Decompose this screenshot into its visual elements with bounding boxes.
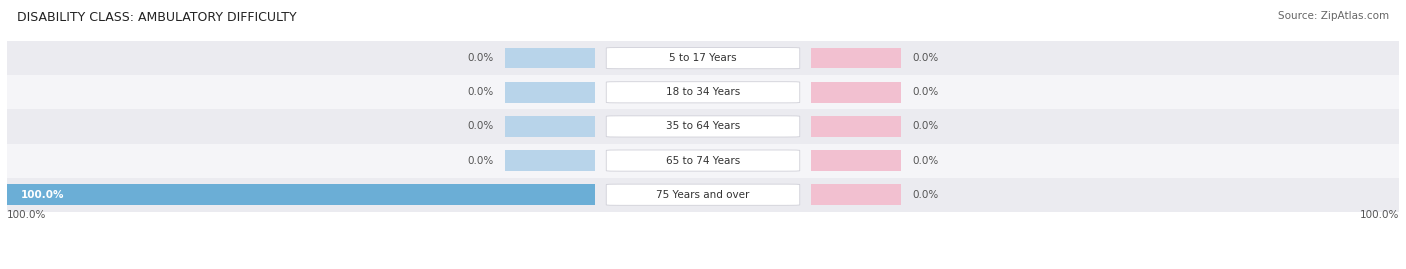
FancyBboxPatch shape [606,82,800,103]
FancyBboxPatch shape [606,48,800,69]
Text: 0.0%: 0.0% [467,87,494,97]
Bar [505,150,595,171]
Bar [811,48,901,68]
Text: 75 Years and over: 75 Years and over [657,190,749,200]
Text: 100.0%: 100.0% [21,190,65,200]
Bar [7,109,1399,143]
Bar [7,143,1399,178]
Bar [505,116,595,137]
Text: 35 to 64 Years: 35 to 64 Years [666,121,740,132]
FancyBboxPatch shape [606,116,800,137]
Text: 100.0%: 100.0% [7,210,46,220]
Bar [811,150,901,171]
Bar [7,185,595,205]
Bar [811,116,901,137]
Text: 0.0%: 0.0% [467,121,494,132]
FancyBboxPatch shape [606,184,800,205]
Text: 0.0%: 0.0% [912,121,939,132]
Text: 18 to 34 Years: 18 to 34 Years [666,87,740,97]
Text: 0.0%: 0.0% [467,155,494,166]
Text: 5 to 17 Years: 5 to 17 Years [669,53,737,63]
Text: 65 to 74 Years: 65 to 74 Years [666,155,740,166]
Text: 100.0%: 100.0% [1360,210,1399,220]
Bar [7,75,1399,109]
Text: Source: ZipAtlas.com: Source: ZipAtlas.com [1278,11,1389,21]
FancyBboxPatch shape [606,150,800,171]
Bar [811,185,901,205]
Bar [7,178,1399,212]
Text: DISABILITY CLASS: AMBULATORY DIFFICULTY: DISABILITY CLASS: AMBULATORY DIFFICULTY [17,11,297,24]
Text: 0.0%: 0.0% [912,87,939,97]
Text: 0.0%: 0.0% [912,190,939,200]
Bar [505,82,595,102]
Bar [505,48,595,68]
Bar [811,82,901,102]
Text: 0.0%: 0.0% [467,53,494,63]
Bar [7,41,1399,75]
Text: 0.0%: 0.0% [912,155,939,166]
Text: 0.0%: 0.0% [912,53,939,63]
